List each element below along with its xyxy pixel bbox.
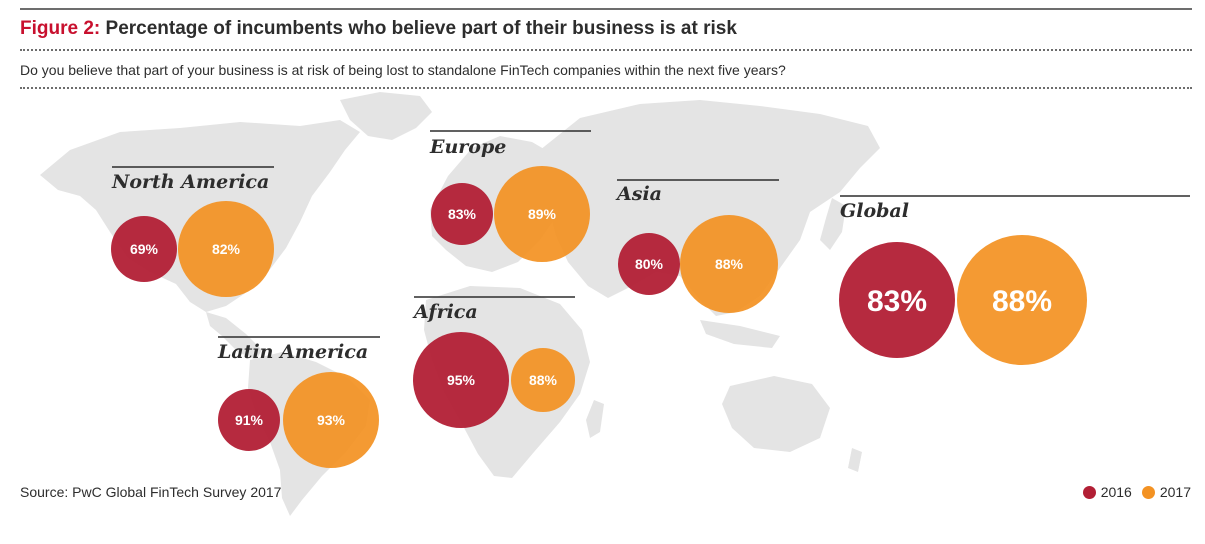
- bubble-europe-2017: [494, 166, 590, 262]
- region-title-latin-america: Latin America: [217, 341, 368, 363]
- bubble-label-global-2016: 83%: [867, 285, 927, 318]
- region-asia: Asia 80% 88%: [615, 179, 779, 313]
- bubble-global-2016: [839, 242, 955, 358]
- bubble-asia-2016: [618, 233, 680, 295]
- region-title-africa: Africa: [412, 301, 478, 323]
- region-global: Global 83% 88%: [839, 195, 1190, 365]
- bubble-label-latin-america-2017: 93%: [317, 412, 346, 428]
- legend-label-2017: 2017: [1159, 484, 1191, 500]
- bubble-label-africa-2017: 88%: [529, 372, 558, 388]
- bubble-asia-2017: [680, 215, 778, 313]
- legend-item-2016: 2016: [1082, 484, 1132, 500]
- dotted-divider-top: [20, 49, 1192, 51]
- legend-item-2017: 2017: [1141, 484, 1191, 500]
- bubble-label-asia-2017: 88%: [715, 256, 744, 272]
- region-north-america: North America 69% 82%: [111, 166, 274, 297]
- figure-label: Figure 2:: [20, 18, 101, 39]
- figure-title-text: Percentage of incumbents who believe par…: [105, 18, 737, 39]
- source-note: Source: PwC Global FinTech Survey 2017: [20, 484, 282, 500]
- region-title-north-america: North America: [111, 171, 269, 193]
- bubble-label-africa-2016: 95%: [447, 372, 476, 388]
- dotted-divider-bottom: [20, 87, 1192, 89]
- bubble-label-asia-2016: 80%: [635, 256, 664, 272]
- bubble-label-global-2017: 88%: [992, 285, 1052, 318]
- bubble-label-north-america-2016: 69%: [130, 241, 159, 257]
- bubble-label-latin-america-2016: 91%: [235, 412, 264, 428]
- bubble-north-america-2016: [111, 216, 177, 282]
- bubble-africa-2016: [413, 332, 509, 428]
- bubble-latin-america-2016: [218, 389, 280, 451]
- bubble-latin-america-2017: [283, 372, 379, 468]
- bubble-label-europe-2016: 83%: [448, 206, 477, 222]
- legend-swatch-2017: [1141, 485, 1155, 499]
- region-africa: Africa 95% 88%: [412, 296, 575, 428]
- figure-title: Figure 2: Percentage of incumbents who b…: [20, 18, 737, 40]
- bubble-label-europe-2017: 89%: [528, 206, 557, 222]
- regions-layer: North America 69% 82% Europe 83% 89% Asia 80% 88…: [111, 130, 1190, 468]
- region-latin-america: Latin America 91% 93%: [217, 336, 380, 468]
- region-europe: Europe 83% 89%: [429, 130, 591, 262]
- bubble-global-2017: [957, 235, 1087, 365]
- top-rule: [20, 8, 1192, 10]
- legend: 2016 2017: [1077, 484, 1191, 500]
- region-title-asia: Asia: [615, 183, 662, 205]
- region-title-global: Global: [840, 200, 909, 222]
- figure-subtitle: Do you believe that part of your busines…: [20, 62, 786, 78]
- bubble-label-north-america-2017: 82%: [212, 241, 241, 257]
- region-title-europe: Europe: [429, 136, 506, 158]
- bubble-north-america-2017: [178, 201, 274, 297]
- bubble-europe-2016: [431, 183, 493, 245]
- legend-label-2016: 2016: [1100, 484, 1132, 500]
- bubble-africa-2017: [511, 348, 575, 412]
- legend-swatch-2016: [1082, 485, 1096, 499]
- source-text: PwC Global FinTech Survey 2017: [72, 484, 282, 500]
